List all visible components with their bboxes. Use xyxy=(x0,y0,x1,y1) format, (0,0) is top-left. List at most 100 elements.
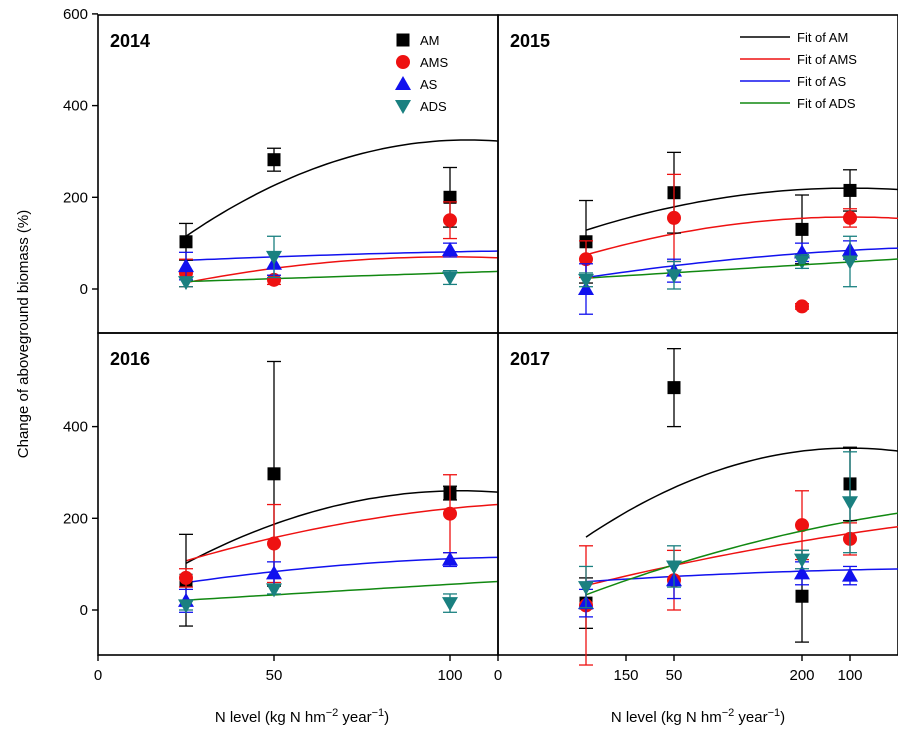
panel-2017: 2017 0 50 100 150 200 xyxy=(494,332,898,684)
legend-marker-ADS xyxy=(395,100,411,114)
panel-2014: 2014 0 200 400 600 xyxy=(63,6,810,334)
data-point-AMS xyxy=(795,299,809,314)
fit-lines xyxy=(185,139,498,284)
data-point-ADS xyxy=(578,581,594,596)
data-point-ADS xyxy=(666,560,682,575)
data-point-AS xyxy=(442,242,458,257)
fit-line-fit-of-am xyxy=(185,490,498,564)
fit-line-fit-of-ams xyxy=(585,525,898,587)
fit-line-fit-of-as xyxy=(185,556,498,584)
fit-line-fit-of-am xyxy=(185,139,498,237)
data-point-AM xyxy=(795,589,809,603)
fit-lines xyxy=(185,490,498,601)
x-axis-title-right: N level (kg N hm−2 year−1) xyxy=(611,707,785,726)
series-AMS xyxy=(179,474,809,588)
data-point-ADS xyxy=(442,271,458,286)
data-point-ADS xyxy=(266,250,282,265)
y-tick-label: 0 xyxy=(80,602,88,619)
data-point-ADS xyxy=(842,255,858,270)
x-tick-label: 0 xyxy=(494,667,502,684)
legend-fit-label: Fit of ADS xyxy=(797,96,856,111)
series-ADS xyxy=(578,451,858,609)
data-point-AS xyxy=(442,551,458,566)
data-point-AS xyxy=(578,281,594,295)
data-point-AM xyxy=(443,190,457,204)
data-point-ADS xyxy=(178,276,194,291)
legend-label-ADS: ADS xyxy=(420,99,447,114)
series-ADS xyxy=(178,549,810,614)
y-tick-label: 400 xyxy=(63,419,88,436)
panel-label: 2017 xyxy=(510,349,550,369)
fit-line-fit-of-as xyxy=(585,247,898,279)
legend-fits: Fit of AM Fit of AMS Fit of AS Fit of ADS xyxy=(740,30,857,111)
data-point-AM xyxy=(267,153,281,167)
data-point-ADS xyxy=(266,583,282,598)
data-point-AS xyxy=(842,567,858,582)
y-tick-label: 0 xyxy=(80,281,88,298)
data-point-AMS xyxy=(267,536,281,551)
panel-frame xyxy=(97,332,499,656)
fit-line-fit-of-ads xyxy=(585,258,898,279)
y-axis-title: Change of aboveground biomass (%) xyxy=(15,210,32,458)
panel-2016: 2016 0 200 400 0 50 100 150 200 xyxy=(63,332,815,684)
fit-line-fit-of-ams xyxy=(585,216,898,256)
fit-line-fit-of-ads xyxy=(585,512,898,596)
data-point-AMS xyxy=(579,252,593,267)
data-point-AM xyxy=(179,235,193,249)
fit-line-fit-of-as xyxy=(585,568,898,583)
legend-marker-AS xyxy=(395,76,411,90)
fit-line-fit-of-as xyxy=(185,250,498,262)
data-point-AS xyxy=(794,565,810,580)
data-point-ADS xyxy=(442,597,458,612)
legend-fit-label: Fit of AS xyxy=(797,74,846,89)
legend-marker-AMS xyxy=(396,55,410,69)
data-point-AMS xyxy=(795,518,809,533)
legend-label-AMS: AMS xyxy=(420,55,449,70)
fit-line-fit-of-ams xyxy=(185,256,498,284)
y-tick-label: 600 xyxy=(63,6,88,23)
data-point-AMS xyxy=(667,210,681,225)
data-point-ADS xyxy=(794,255,810,270)
data-point-AS xyxy=(266,565,282,580)
x-tick-label: 150 xyxy=(613,667,638,684)
legend-marker-AM xyxy=(396,33,410,47)
data-point-AMS xyxy=(843,210,857,225)
series-AM xyxy=(179,360,809,643)
x-tick-label: 50 xyxy=(666,667,683,684)
legend-fit-label: Fit of AM xyxy=(797,30,848,45)
fit-line-fit-of-am xyxy=(585,447,898,538)
data-point-ADS xyxy=(178,599,194,614)
fit-lines xyxy=(585,187,898,279)
x-tick-label: 100 xyxy=(437,667,462,684)
x-tick-label: 200 xyxy=(789,667,814,684)
panel-label: 2016 xyxy=(110,349,150,369)
panel-frame xyxy=(497,332,898,656)
panel-2015: 2015 xyxy=(497,14,898,334)
panel-label: 2014 xyxy=(110,31,150,51)
series-ADS xyxy=(578,235,858,290)
series-AS xyxy=(578,561,858,618)
legend-fit-label: Fit of AMS xyxy=(797,52,857,67)
data-point-ADS xyxy=(842,496,858,511)
fit-lines xyxy=(585,447,898,596)
data-point-AM xyxy=(267,467,281,481)
y-tick-label: 400 xyxy=(63,98,88,115)
y-tick-label: 200 xyxy=(63,510,88,527)
data-point-AMS xyxy=(443,506,457,521)
x-axis-title-left: N level (kg N hm−2 year−1) xyxy=(215,707,389,726)
fit-line-fit-of-ams xyxy=(185,503,498,562)
data-point-AS xyxy=(178,258,194,273)
series-ADS xyxy=(178,235,810,291)
legend-label-AS: AS xyxy=(420,77,438,92)
data-point-AM xyxy=(795,222,809,236)
data-point-ADS xyxy=(666,269,682,284)
data-point-AM xyxy=(667,381,681,395)
x-tick-label: 100 xyxy=(837,667,862,684)
data-point-AM xyxy=(843,183,857,197)
fit-line-fit-of-am xyxy=(585,187,898,231)
data-point-ADS xyxy=(794,553,810,568)
fit-line-fit-of-ads xyxy=(185,270,498,283)
x-tick-label: 0 xyxy=(94,667,102,684)
data-point-AMS xyxy=(443,213,457,228)
